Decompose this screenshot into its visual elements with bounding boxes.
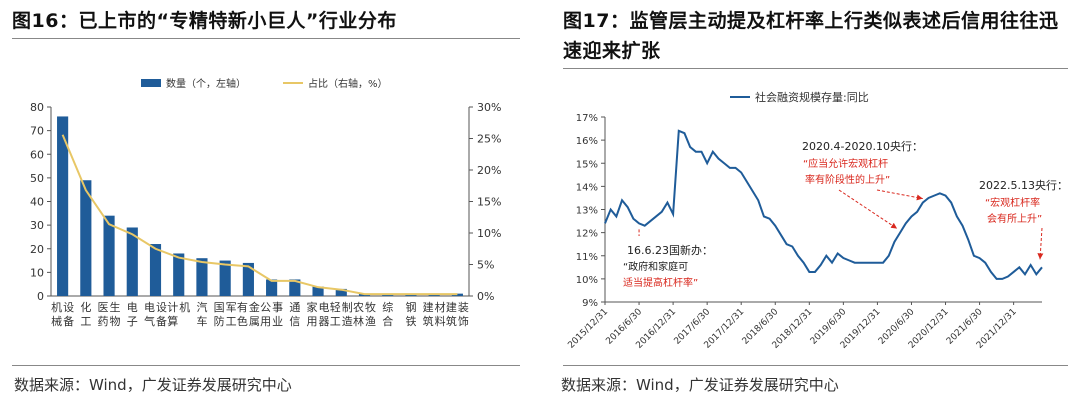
annotation-3-line-3: 会有所上升” [987,212,1042,225]
annotation-2-arrow-1 [838,189,898,230]
x-tick-label-计算机: 计算 [167,301,178,328]
y-tick-label: 13% [576,206,598,217]
annotation-1-line-1: 16.6.23国新办： [627,243,713,257]
bar-汽车 [196,258,208,296]
left-source-rule [12,365,520,366]
x-tick-label-钢铁: 钢铁 [405,301,416,328]
share-line [61,134,458,296]
legend-label-bar: 数量（个，左轴） [166,77,246,90]
industry-distribution-chart: 数量（个，左轴） 占比（右轴，%） 0 10 20 30 40 50 60 70 80 0% 5% 10%… [30,77,501,328]
social-financing-chart: 社会融资规模存量:同比 9% 10% 11% 12% 13% 14% 15% 16% 17% 201… [566,90,1068,351]
x-tick-label-综合: 综合 [382,300,393,328]
x-tick-label-通信: 通信 [289,301,300,328]
bar-化工 [80,180,92,296]
right-y-tick-label: 10% [477,227,501,240]
left-y-tick-label: 70 [30,125,44,138]
left-y-tick-label: 80 [30,101,44,114]
left-title-rule [12,38,520,39]
x-tick-label-机械设备: 机械 [51,300,62,328]
x-tick-label-轻工制造: 轻工 [330,300,341,328]
annotation-1-line-3: 适当提高杠杆率” [623,276,698,289]
x-tick-label-农林牧渔: 牧渔 [365,300,376,328]
annotation-2-line-2: “应当允许宏观杠杆 [803,157,888,170]
x-tick-label-农林牧渔: 农林 [353,300,364,328]
legend-label-line: 占比（右轴，%） [308,77,388,90]
left-y-tick-label: 30 [30,219,44,232]
bar-医药生物 [103,215,115,296]
bar-公用事业 [266,279,278,296]
right-y-tick-label: 15% [477,196,501,209]
left-y-tick-label: 0 [37,290,44,303]
x-tick-label: 2015/12/31 [566,307,610,351]
x-tick-label-家用电器: 家用 [307,300,318,328]
x-tick-label-公用事业: 公用 [260,301,271,328]
right-y-tick-label: 20% [477,164,501,177]
x-tick-label-电子: 电子 [127,301,138,328]
legend-label-line: 社会融资规模存量:同比 [755,90,869,104]
x-tick-label-国防军工: 军工 [226,301,237,328]
bar-电气设备 [149,244,162,296]
left-y-tick-label: 20 [30,243,44,256]
left-y-tick-label: 50 [30,172,44,185]
bar-机械设备 [57,116,69,296]
x-tick-label-建筑装饰: 装饰 [458,301,469,328]
y-tick-label: 17% [576,113,598,124]
x-tick-label-有色金属: 有色 [237,300,248,328]
right-panel: 图17：监管层主动提及杠杆率上行类似表述后信用往往迅速迎来扩张 社会融资规模存量… [547,0,1080,409]
right-y-tick-label: 5% [477,259,494,272]
right-source-rule [563,365,1068,366]
y-tick-label: 11% [576,252,598,263]
x-tick-label-电气设备: 电气 [144,301,155,328]
annotation-2-arrow-2 [876,189,923,201]
x-tick-label-机械设备: 设备 [63,301,74,328]
x-tick-label-轻工制造: 制造 [342,301,353,328]
bar-国防军工 [219,260,231,296]
annotation-1-line-2: “政府和家庭可 [623,260,688,273]
bar-轻工制造 [335,288,347,296]
x-tick-label-有色金属: 金属 [249,300,260,328]
right-source-note: 数据来源：Wind，广发证券发展研究中心 [561,376,839,394]
x-tick-label-国防军工: 国防 [214,301,225,328]
x-tick-label-建筑装饰: 建筑 [446,300,457,328]
bar-有色金属 [242,262,254,296]
bar-电子 [126,227,138,296]
annotation-3-line-1: 2022.5.13央行： [979,179,1068,192]
bar-通信 [289,279,301,296]
annotation-3-line-2: “宏观杠杆率 [985,196,1040,209]
x-tick-label-建筑材料: 材料 [435,300,446,328]
x-tick-label-医药生物: 医药 [98,301,109,328]
social-financing-yoy-line [604,129,1043,280]
x-tick-label-汽车: 汽车 [196,300,207,328]
bar-家用电器 [312,286,324,296]
x-tick-label-医药生物: 生物 [110,300,121,328]
right-y-tick-label: 25% [477,133,501,146]
x-tick-label-建筑材料: 建筑 [423,300,434,328]
y-tick-label: 9% [582,298,598,309]
bar-计算机 [173,253,185,296]
left-source-note: 数据来源：Wind，广发证券发展研究中心 [14,376,292,394]
annotation-2-line-3: 率有阶段性的上升” [805,173,890,186]
y-tick-label: 16% [576,136,598,147]
right-chart-title: 图17：监管层主动提及杠杆率上行类似表述后信用往往迅速迎来扩张 [563,10,1059,62]
y-tick-label: 10% [576,275,598,286]
y-tick-label: 15% [576,159,598,170]
right-y-tick-label: 0% [477,290,494,303]
left-y-tick-label: 40 [30,196,44,209]
left-y-tick-label: 10 [30,266,44,279]
y-tick-label: 12% [576,229,598,240]
x-tick-label-公用事业: 事业 [272,301,283,328]
left-y-tick-label: 60 [30,148,44,161]
right-title-rule [563,68,1068,69]
x-tick-label-电气设备: 设备 [156,301,167,328]
left-panel: 图16：已上市的“专精特新小巨人”行业分布 数量（个，左轴） 占比（右轴，%） 0 1… [0,0,530,409]
left-chart-title: 图16：已上市的“专精特新小巨人”行业分布 [12,10,397,32]
annotation-3-arrow [1037,227,1044,260]
x-tick-label-家用电器: 电器 [319,301,330,328]
right-y-tick-label: 30% [477,101,501,114]
x-tick-label-计算机: 机 [179,300,190,314]
x-tick-label-化工: 化工 [80,300,91,328]
y-tick-label: 14% [576,182,598,193]
legend-swatch-bar [141,79,161,87]
annotation-2-line-1: 2020.4-2020.10央行： [802,140,923,153]
